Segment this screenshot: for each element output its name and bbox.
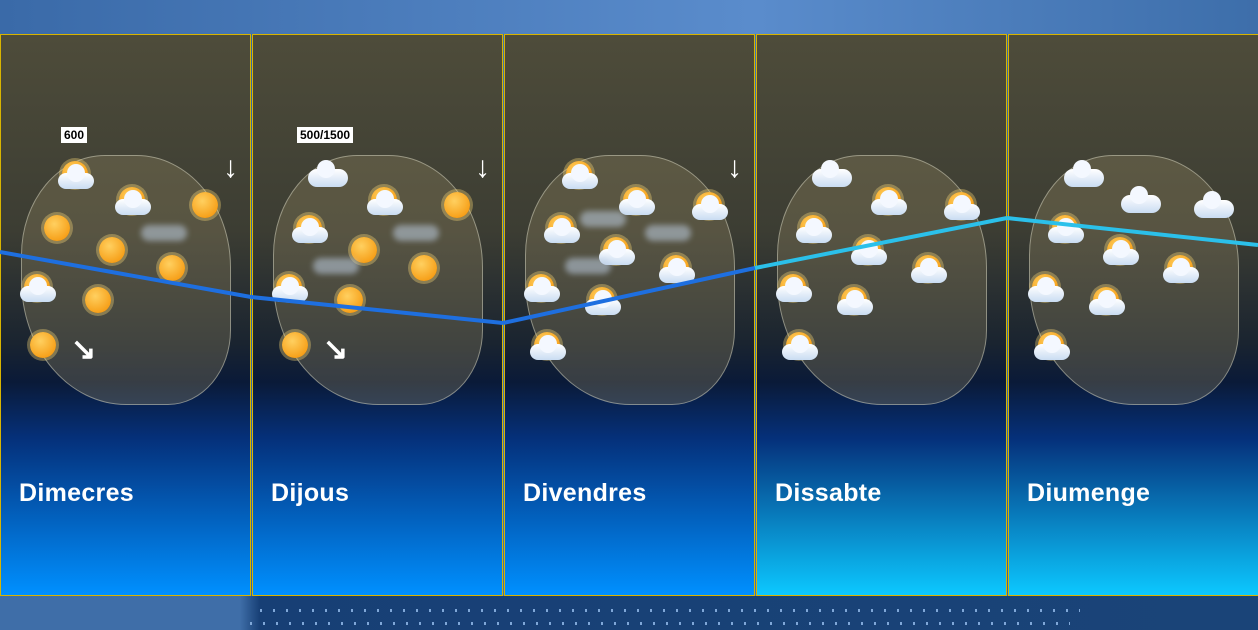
- sun-cloud-icon: [835, 283, 875, 319]
- day-panel: Dissabte: [756, 34, 1007, 596]
- sun-icon: [93, 233, 133, 269]
- sun-cloud-icon: [1087, 283, 1127, 319]
- sun-icon: [405, 251, 445, 287]
- wind-southeast-arrow-icon: ↘: [71, 333, 97, 366]
- day-panel: Diumenge: [1008, 34, 1258, 596]
- fog-icon: [393, 215, 439, 251]
- sun-cloud-icon: [528, 328, 568, 364]
- sun-cloud-icon: [617, 183, 657, 219]
- wind-north-arrow-icon: ↓: [223, 151, 238, 184]
- bottom-banner: [0, 596, 1258, 630]
- sun-icon: [153, 251, 193, 287]
- sun-cloud-icon: [18, 270, 58, 306]
- sun-icon: [331, 283, 371, 319]
- cloud-icon: [308, 157, 348, 193]
- sun-cloud-icon: [365, 183, 405, 219]
- decorative-dots: [250, 622, 1070, 625]
- sun-cloud-icon: [560, 157, 600, 193]
- sun-cloud-icon: [849, 233, 889, 269]
- day-name: Divendres: [523, 479, 647, 507]
- sun-cloud-icon: [113, 183, 153, 219]
- sun-icon: [438, 188, 478, 224]
- day-name: Dissabte: [775, 479, 882, 507]
- day-name: Diumenge: [1027, 479, 1151, 507]
- fog-icon: [141, 215, 187, 251]
- sun-icon: [38, 211, 78, 247]
- day-panel: Dimecres 600 ↓ ↘: [0, 34, 251, 596]
- day-name: Dijous: [271, 479, 350, 507]
- sun-cloud-icon: [1032, 328, 1072, 364]
- sun-cloud-icon: [1101, 233, 1141, 269]
- wind-north-arrow-icon: ↓: [727, 151, 742, 184]
- sun-cloud-icon: [1046, 211, 1086, 247]
- fog-icon: [565, 248, 611, 284]
- cloud-icon: [1121, 183, 1161, 219]
- sun-cloud-icon: [56, 157, 96, 193]
- sun-cloud-icon: [1161, 251, 1201, 287]
- sun-cloud-icon: [657, 251, 697, 287]
- top-banner: [0, 0, 1258, 34]
- snow-level-label: 500/1500: [297, 127, 354, 143]
- fog-icon: [580, 201, 626, 237]
- decorative-dots: [260, 609, 1080, 612]
- cloud-icon: [812, 157, 852, 193]
- sun-cloud-icon: [780, 328, 820, 364]
- wind-north-arrow-icon: ↓: [475, 151, 490, 184]
- cloud-icon: [1194, 188, 1234, 224]
- sun-cloud-icon: [290, 211, 330, 247]
- sun-cloud-icon: [1026, 270, 1066, 306]
- snow-level-label: 600: [61, 127, 88, 143]
- sun-cloud-icon: [522, 270, 562, 306]
- day-panel: Dijous 500/1500 ↓ ↘: [252, 34, 503, 596]
- sun-icon: [276, 328, 316, 364]
- sun-cloud-icon: [690, 188, 730, 224]
- sun-icon: [186, 188, 226, 224]
- fog-icon: [313, 248, 359, 284]
- day-panel: Divendres ↓: [504, 34, 755, 596]
- day-name: Dimecres: [19, 479, 134, 507]
- sun-cloud-icon: [583, 283, 623, 319]
- sun-cloud-icon: [909, 251, 949, 287]
- cloud-icon: [1064, 157, 1104, 193]
- wind-southeast-arrow-icon: ↘: [323, 333, 349, 366]
- sun-cloud-icon: [942, 188, 982, 224]
- sun-cloud-icon: [794, 211, 834, 247]
- fog-icon: [645, 215, 691, 251]
- sun-cloud-icon: [869, 183, 909, 219]
- sun-cloud-icon: [270, 270, 310, 306]
- sun-icon: [79, 283, 119, 319]
- sun-cloud-icon: [542, 211, 582, 247]
- sun-icon: [24, 328, 64, 364]
- sun-cloud-icon: [774, 270, 814, 306]
